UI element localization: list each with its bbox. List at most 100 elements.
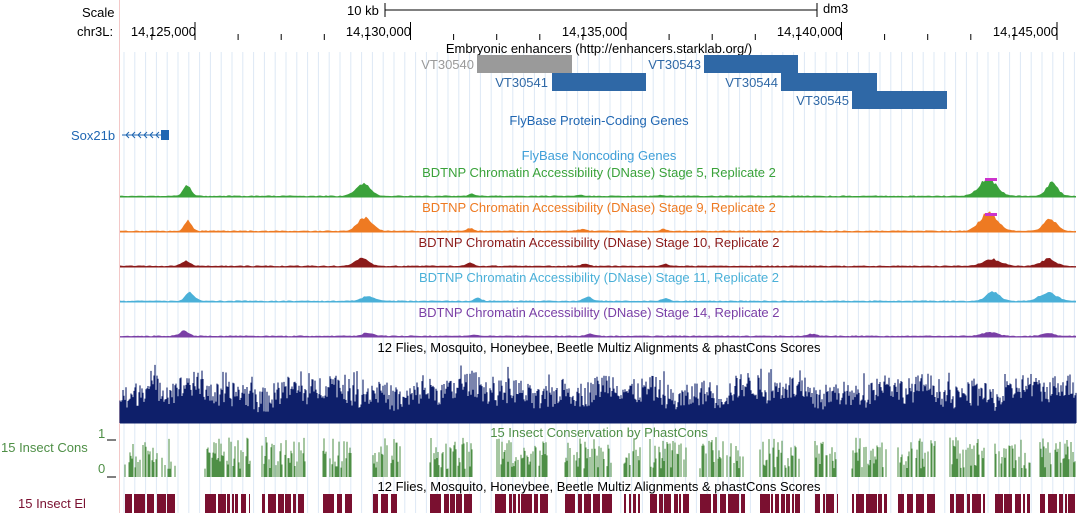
insect-element-block	[916, 494, 924, 513]
multiz-track-title: 12 Flies, Mosquito, Honeybee, Beetle Mul…	[377, 340, 821, 355]
insect-element-block	[509, 494, 512, 513]
insect-element-block	[823, 494, 825, 513]
insect-element-block	[456, 494, 462, 513]
flybase-noncoding-track-title: FlyBase Noncoding Genes	[521, 148, 677, 163]
dnase-stage9-track-title: BDTNP Chromatin Accessibility (DNase) St…	[422, 200, 776, 215]
dnase-stage11-track-title: BDTNP Chromatin Accessibility (DNase) St…	[418, 270, 780, 285]
enhancer-label-vt30544[interactable]: VT30544	[725, 75, 778, 90]
insect-element-block	[262, 494, 265, 513]
insect-cons-axis-max: 1	[98, 426, 106, 441]
insect-element-block	[584, 494, 591, 513]
insect-element-block	[856, 494, 864, 513]
insect-element-block	[713, 494, 717, 513]
ruler-tick-label: 14,145,000	[992, 24, 1058, 39]
enhancer-label-vt30545[interactable]: VT30545	[796, 93, 849, 108]
insect-element-block	[826, 494, 834, 513]
insect-element-block	[464, 494, 472, 513]
enhancer-block-vt30541[interactable]	[552, 73, 646, 91]
insect-element-block	[898, 494, 904, 513]
insect-element-block	[775, 494, 779, 513]
insect-element-block	[878, 494, 882, 513]
insect-element-block	[1065, 494, 1067, 513]
dnase-signal-3	[120, 257, 1076, 267]
dnase-stage14-track-title: BDTNP Chromatin Accessibility (DNase) St…	[418, 305, 780, 320]
flybase-coding-track-title: FlyBase Protein-Coding Genes	[509, 113, 689, 128]
insect-element-block	[278, 494, 284, 513]
insect-element-block	[679, 494, 681, 513]
insect-element-block	[232, 494, 234, 513]
insect-cons-track-title: 15 Insect Conservation by PhastCons	[490, 425, 708, 440]
gene-exon	[161, 130, 169, 140]
insect-el-side-label[interactable]: 15 Insect El	[18, 496, 86, 511]
dnase-stage10-track-title: BDTNP Chromatin Accessibility (DNase) St…	[418, 235, 780, 250]
insect-element-block	[298, 494, 304, 513]
insect-element-block	[983, 494, 985, 513]
insect-element-block	[950, 494, 954, 513]
insect-element-block	[534, 494, 538, 513]
insect-element-block	[1004, 494, 1012, 513]
insect-element-block	[884, 494, 887, 513]
ruler-tick-label: 14,125,000	[130, 24, 196, 39]
insect-element-block	[495, 494, 506, 513]
enhancer-block-vt30540[interactable]	[477, 55, 572, 73]
insect-element-block	[638, 494, 640, 513]
insect-element-block	[235, 494, 238, 513]
insect-element-block	[450, 494, 455, 513]
insect-element-block	[565, 494, 575, 513]
enhancer-label-vt30543[interactable]: VT30543	[648, 57, 701, 72]
gene-label-sox21b[interactable]: Sox21b	[71, 128, 116, 143]
insect-cons-side-label[interactable]: 15 Insect Cons	[1, 440, 88, 455]
insect-element-block	[956, 494, 964, 513]
ruler-tick-label: 14,140,000	[776, 24, 842, 39]
insect-element-block	[513, 494, 516, 513]
dnase-signal-5	[120, 330, 1076, 337]
insect-element-block	[134, 494, 145, 513]
gene-strand-arrow	[137, 131, 142, 139]
insect-element-block	[227, 494, 230, 513]
insect-element-block	[760, 494, 770, 513]
insect-element-block	[430, 494, 441, 513]
enhancer-block-vt30543[interactable]	[704, 55, 798, 73]
insect-element-block	[1015, 494, 1021, 513]
insect-element-block	[624, 494, 626, 513]
insect-element-block	[381, 494, 388, 513]
insect-element-block	[741, 494, 745, 513]
dnase-clipped-marker	[985, 178, 997, 181]
enhancer-label-vt30540[interactable]: VT30540	[421, 57, 474, 72]
enhancer-label-vt30541[interactable]: VT30541	[495, 75, 548, 90]
insect-element-block	[147, 494, 154, 513]
insect-element-block	[866, 494, 877, 513]
insect-element-block	[967, 494, 970, 513]
dnase-signal-4	[120, 291, 1076, 302]
insect-element-block	[792, 494, 794, 513]
dnase-stage5-track-title: BDTNP Chromatin Accessibility (DNase) St…	[422, 165, 776, 180]
insect-el-track-title: 12 Flies, Mosquito, Honeybee, Beetle Mul…	[377, 479, 821, 494]
gene-strand-arrow	[155, 131, 160, 139]
enhancer-block-vt30544[interactable]	[781, 73, 877, 91]
insect-element-block	[205, 494, 216, 513]
insect-element-block	[241, 494, 246, 513]
chrom-label: chr3L:	[77, 24, 114, 39]
insect-element-block	[293, 494, 296, 513]
assembly-label: dm3	[823, 1, 849, 16]
insect-cons-bars	[124, 437, 1076, 477]
insect-element-block	[218, 494, 226, 513]
enhancers-track-title: Embryonic enhancers (http://enhancers.st…	[445, 41, 753, 56]
insect-element-block	[593, 494, 600, 513]
insect-element-block	[157, 494, 166, 513]
insect-element-block	[1068, 494, 1075, 513]
insect-element-block	[373, 494, 378, 513]
insect-element-block	[683, 494, 689, 513]
insect-element-block	[674, 494, 678, 513]
insect-element-block	[1040, 494, 1045, 513]
insect-element-block	[795, 494, 800, 513]
insect-element-block	[972, 494, 981, 513]
ruler-tick-label: 14,135,000	[561, 24, 627, 39]
insect-element-block	[602, 494, 612, 513]
insect-element-block	[659, 494, 663, 513]
enhancer-block-vt30545[interactable]	[852, 91, 947, 109]
scale-label: Scale	[82, 5, 115, 20]
